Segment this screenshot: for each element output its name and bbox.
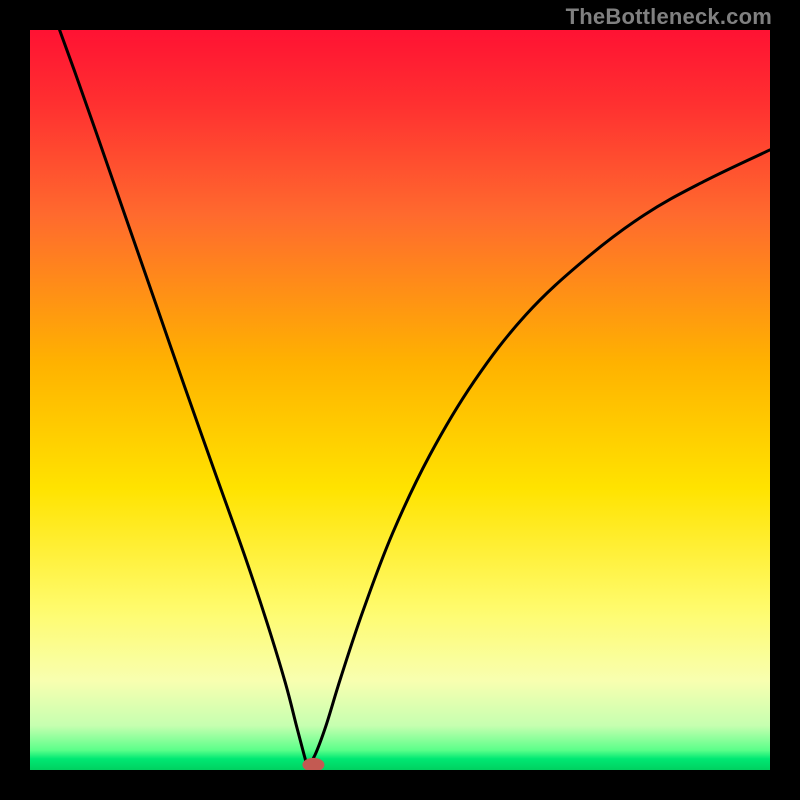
watermark-text: TheBottleneck.com — [566, 4, 772, 30]
gradient-background — [30, 30, 770, 770]
chart-frame: TheBottleneck.com — [0, 0, 800, 800]
plot-area — [30, 30, 770, 770]
plot-svg — [30, 30, 770, 770]
